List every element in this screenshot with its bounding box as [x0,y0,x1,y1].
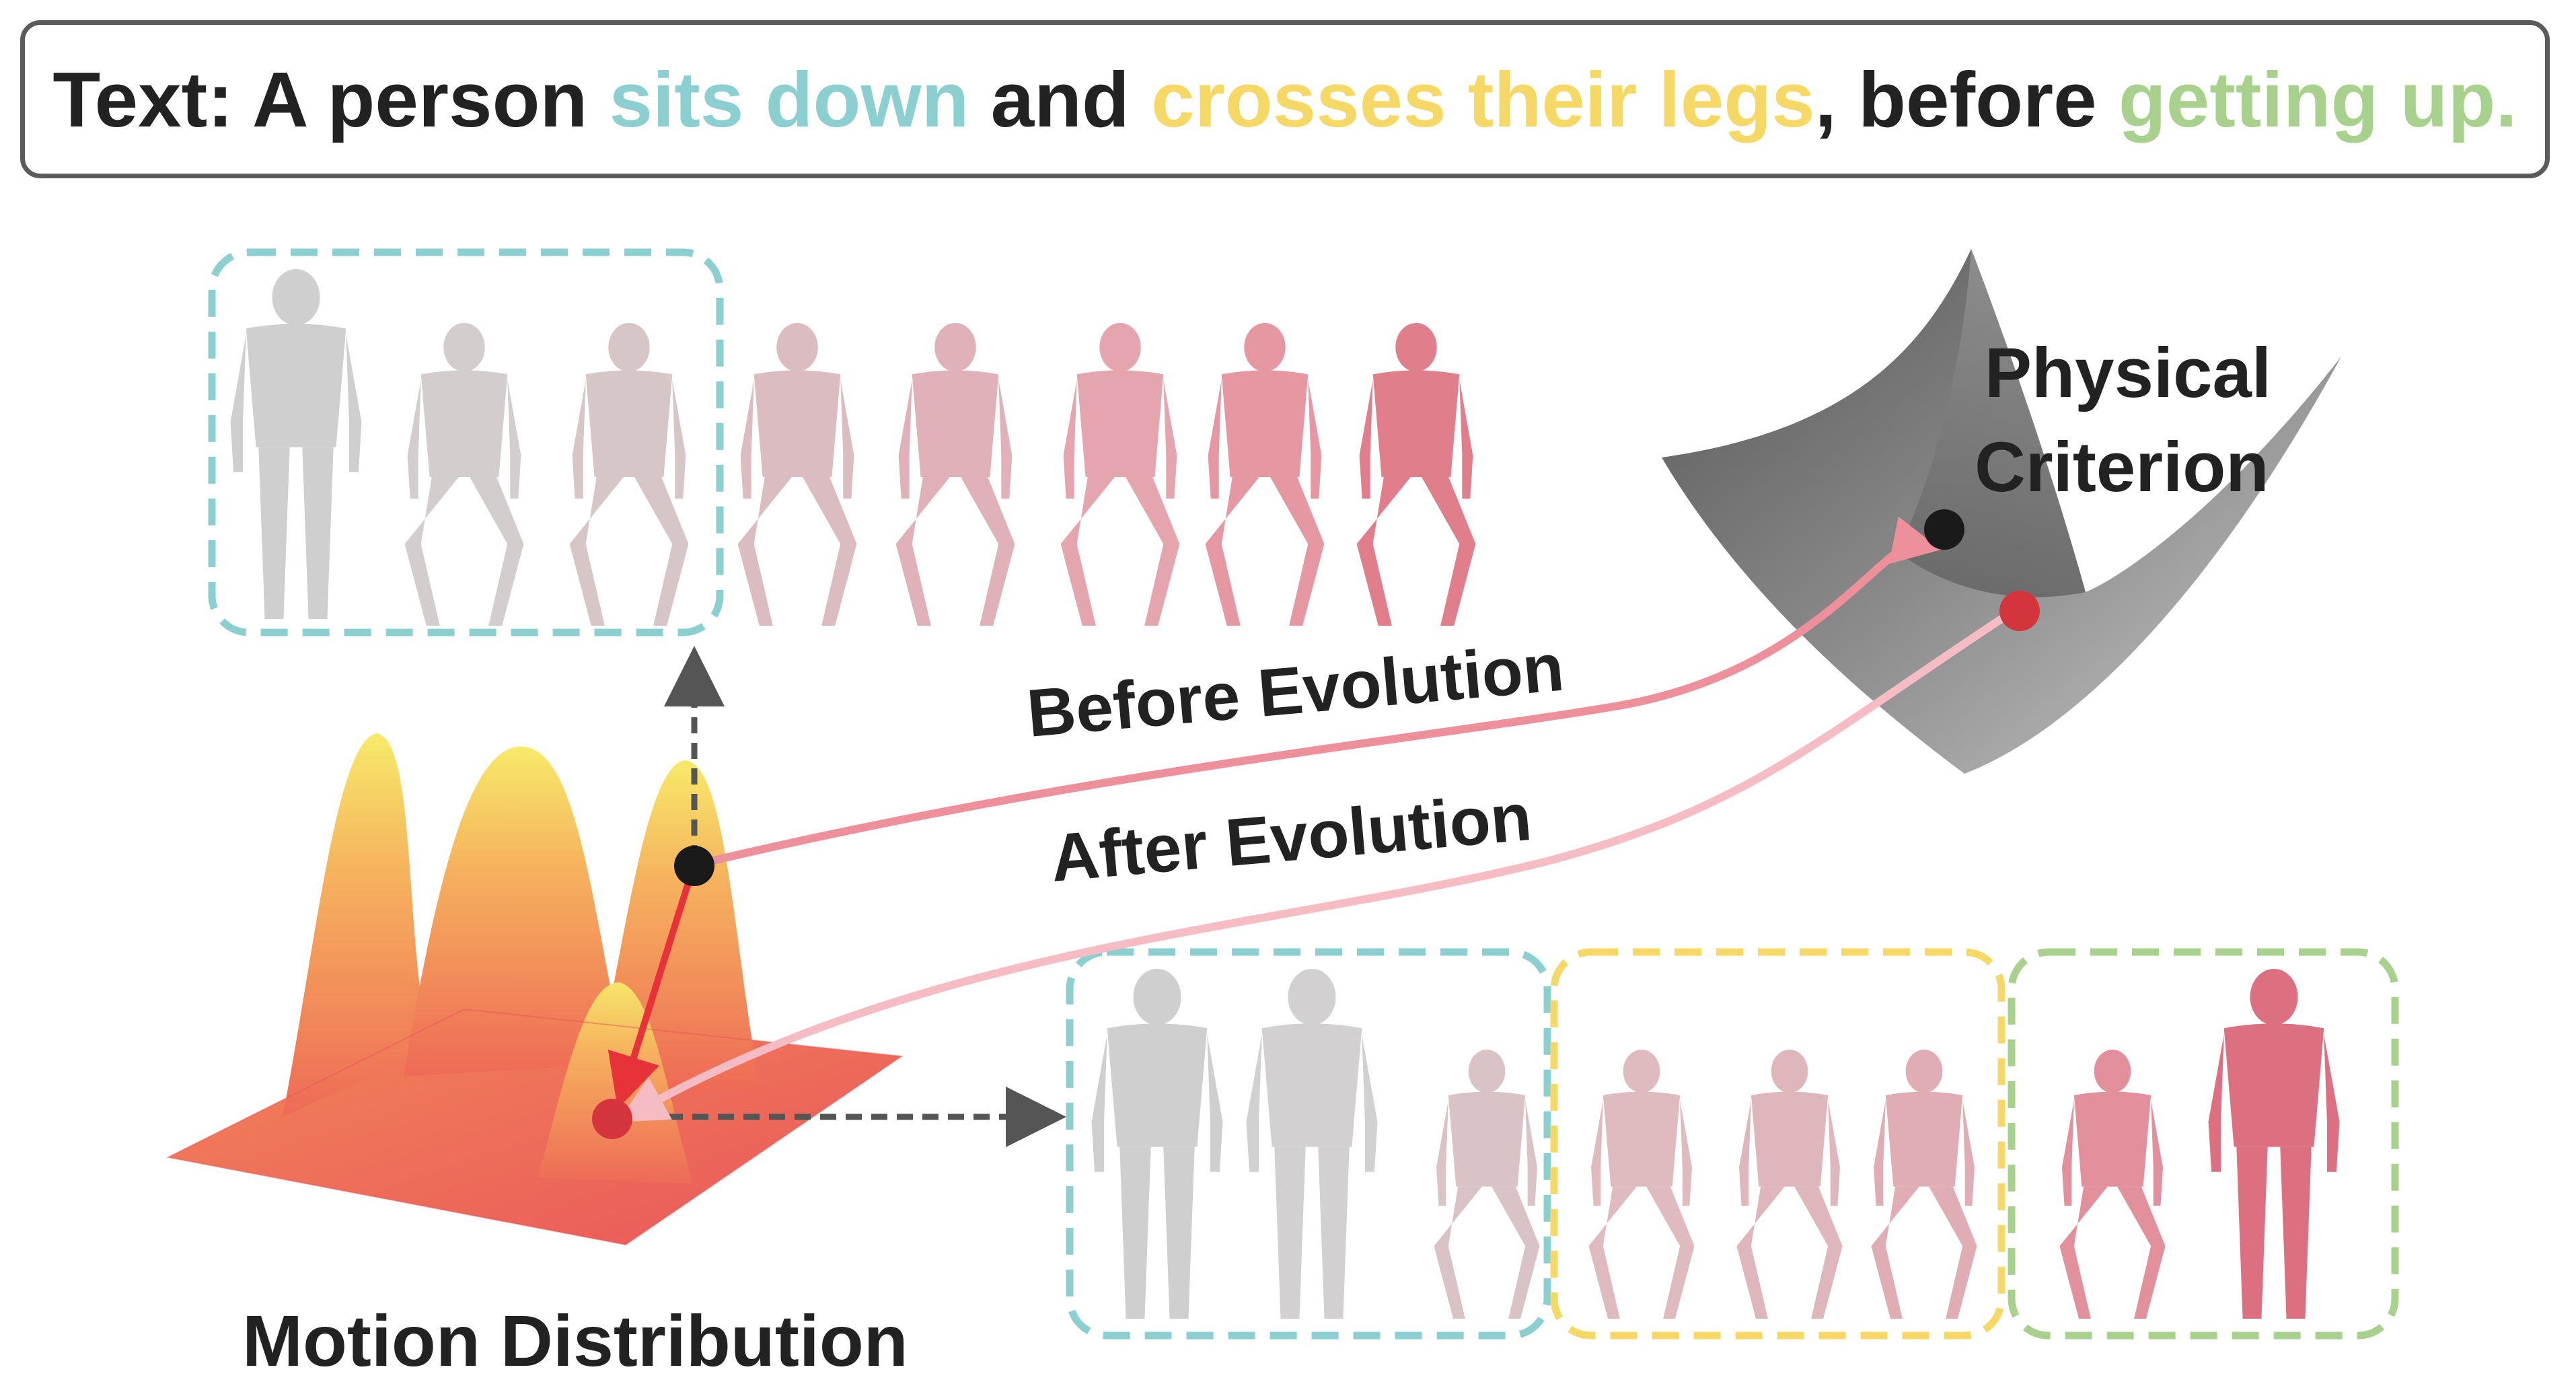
human-mesh-icon [1091,969,1223,1319]
motion-distribution-surface [165,733,904,1246]
top-sit-box [208,248,724,636]
bottom-getup-box [2008,948,2399,1340]
prompt-connector-2: , before [1814,55,2119,143]
human-mesh-icon [2059,1050,2166,1319]
human-mesh-icon [1736,1050,1843,1319]
before-evolution-arrow [695,516,1942,869]
distribution-point-before [674,846,714,886]
physical-criterion-label-1: Physical [1985,334,2271,412]
text-prompt-box: Text: A person sits down and crosses the… [20,20,2550,178]
human-mesh-icon [1871,1050,1977,1319]
human-mesh-icon [895,323,1015,626]
human-mesh-icon [1588,1050,1695,1319]
distribution-point-after [592,1099,632,1139]
human-mesh-icon [737,323,857,626]
human-mesh-icon [230,269,362,619]
human-mesh-icon [2208,969,2340,1319]
prompt-segment-cross: crosses their legs [1151,55,1815,143]
prompt-connector-1: and [969,55,1152,143]
human-mesh-icon [1060,323,1180,626]
human-mesh-icon [1356,323,1476,626]
physical-criterion-bowl [1662,249,2341,774]
after-evolution-arrow [618,608,2014,1122]
bottom-cross-box [1550,948,2005,1340]
prompt-segment-sit: sits down [609,55,969,143]
prompt-prefix: Text: A person [52,55,610,143]
criterion-point-after [1999,591,2040,631]
top-human-sequence [230,269,1476,626]
human-mesh-icon [569,323,689,626]
bottom-human-sequence [1091,969,2340,1319]
motion-distribution-label: Motion Distribution [242,1300,908,1381]
prompt-segment-getup: getting up. [2118,55,2517,143]
evolution-step-arrow [608,867,696,1109]
physical-criterion-label-2: Criterion [1975,428,2269,507]
human-mesh-icon [1434,1050,1540,1319]
human-mesh-icon [1205,323,1325,626]
criterion-point-before [1924,509,1964,550]
human-mesh-icon [404,323,524,626]
human-mesh-icon [1246,969,1378,1319]
before-evolution-label: Before Evolution [1024,630,1567,752]
